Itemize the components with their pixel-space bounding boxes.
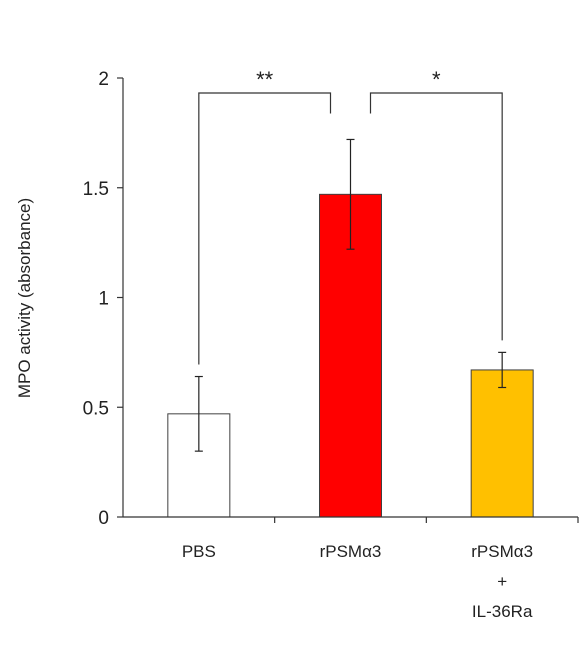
x-tick-label-2: rPSMα3	[471, 542, 533, 561]
x-tick-label-0: PBS	[182, 542, 216, 561]
y-tick-label-0: 0	[98, 508, 109, 529]
y-tick-label-4: 2	[98, 69, 109, 90]
y-tick-label-2: 1	[98, 289, 109, 310]
y-axis-title: MPO activity (absorbance)	[15, 198, 34, 398]
x-tick-label-1: rPSMα3	[320, 542, 382, 561]
significance-bracket-0	[198, 92, 332, 365]
significance-label-1: *	[432, 67, 441, 92]
x-tick-label-2-line2: IL-36Ra	[472, 602, 533, 621]
significance-bracket-1	[369, 92, 503, 341]
x-tick-label-2-line1: +	[497, 572, 507, 591]
y-tick-label-1: 0.5	[83, 398, 109, 419]
significance-label-0: **	[256, 67, 274, 92]
y-tick-label-3: 1.5	[83, 179, 109, 200]
bar-2	[470, 369, 534, 518]
